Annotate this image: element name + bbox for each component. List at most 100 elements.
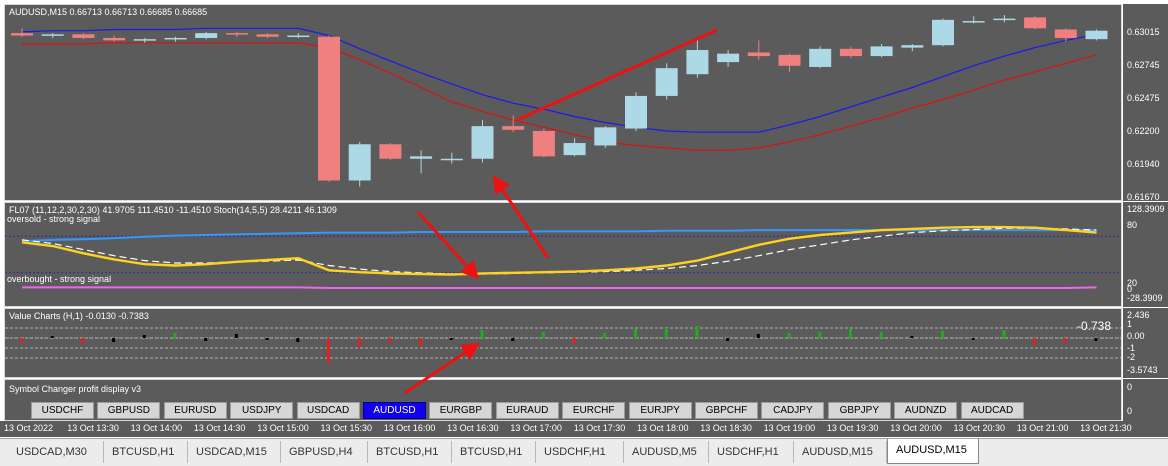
price-chart-canvas[interactable] (5, 5, 1121, 200)
candle (287, 33, 310, 38)
symbol-button-usdchf[interactable]: USDCHF (31, 402, 94, 419)
sc-tick: 0 (1127, 382, 1133, 392)
chart-tab[interactable]: USDCHF,H1 (536, 441, 624, 463)
candle (164, 36, 187, 42)
value-bar (327, 338, 330, 363)
oscillator-pane[interactable]: FL07 (11,12,2,30,2,30) 41.9705 111.4510 … (4, 202, 1122, 307)
time-tick: 13 Oct 15:30 (320, 423, 373, 433)
price-tick: 0.61940 (1127, 159, 1160, 169)
value-bar (541, 332, 545, 338)
symbol-button-usdjpy[interactable]: USDJPY (230, 402, 294, 419)
sc-tick: 0 (1127, 406, 1133, 416)
candle (655, 63, 678, 100)
candle-body (379, 144, 402, 159)
candle-body (133, 39, 156, 41)
value-bar (357, 338, 361, 347)
symbol-button-audcad[interactable]: AUDCAD (960, 402, 1024, 419)
osc-tick: 128.3909 (1127, 204, 1165, 214)
chart-tab[interactable]: AUDUSD,M5 (624, 441, 709, 463)
chart-tab[interactable]: BTCUSD,H1 (452, 441, 536, 463)
candle-body (655, 68, 678, 96)
value-bar (941, 331, 944, 338)
symbol-button-gbpjpy[interactable]: GBPJPY (827, 402, 891, 419)
value-charts-pane[interactable]: Value Charts (H,1) -0.0130 -0.7383 -0.73… (4, 308, 1122, 378)
candle-body (993, 18, 1016, 21)
value-bar (50, 336, 54, 338)
value-bar (388, 338, 392, 343)
candle (410, 150, 433, 174)
candle-body (962, 21, 985, 23)
candle (686, 40, 709, 78)
symbol-button-audnzd[interactable]: AUDNZD (894, 402, 958, 419)
symbol-button-cadjpy[interactable]: CADJPY (761, 402, 825, 419)
main-chart-label: AUDUSD,M15 0.66713 0.66713 0.66685 0.666… (9, 7, 208, 17)
value-bar (419, 338, 423, 346)
value-bar (603, 333, 607, 338)
candle-body (1024, 17, 1047, 29)
value-bar (572, 338, 576, 344)
value-charts-current: -0.738 (1077, 319, 1112, 333)
candle (225, 31, 248, 37)
candle (962, 16, 985, 24)
time-tick: 13 Oct 2022 (4, 423, 54, 433)
candle (41, 33, 64, 38)
candle-body (870, 46, 893, 57)
chart-tab[interactable]: USDCHF,H1 (709, 441, 794, 463)
blue-moving-average (21, 27, 1097, 133)
candle (809, 46, 832, 69)
symbol-button-eurgbp[interactable]: EURGBP (429, 402, 493, 419)
value-bar (112, 338, 116, 342)
candle (1024, 16, 1047, 30)
candle (103, 35, 126, 42)
candle-body (809, 48, 832, 67)
symbol-button-eurjpy[interactable]: EURJPY (628, 402, 692, 419)
chart-tab[interactable]: BTCUSD,H1 (104, 441, 188, 463)
candle-body (256, 34, 279, 37)
price-chart[interactable]: AUDUSD,M15 0.66713 0.66713 0.66685 0.666… (4, 4, 1122, 201)
value-bar (971, 338, 975, 340)
candle (440, 152, 463, 164)
candle-body (72, 34, 95, 38)
symbol-button-eurusd[interactable]: EURUSD (163, 402, 227, 419)
time-tick: 13 Oct 15:00 (257, 423, 309, 433)
value-charts-canvas[interactable] (5, 309, 1121, 377)
candle-body (747, 52, 770, 57)
symbol-button-audusd[interactable]: AUDUSD (363, 402, 426, 419)
osc-tick: 0 (1127, 284, 1133, 294)
chart-tab[interactable]: AUDUSD,M15 (794, 441, 887, 463)
oscillator-canvas[interactable] (5, 203, 1121, 306)
value-bar (879, 332, 883, 338)
symbol-button-gbpchf[interactable]: GBPCHF (695, 402, 758, 419)
value-bar (142, 335, 146, 338)
vc-tick: -1 (1127, 343, 1136, 353)
time-tick: 13 Oct 17:30 (573, 423, 626, 433)
candle-body (625, 95, 647, 129)
price-tick: 0.61670 (1127, 192, 1160, 202)
price-tick: 0.63015 (1127, 27, 1160, 37)
price-tick: 0.62475 (1127, 93, 1160, 103)
chart-tab[interactable]: BTCUSD,H1 (368, 441, 452, 463)
candle (379, 143, 402, 160)
time-tick: 13 Oct 17:00 (510, 423, 562, 433)
candle (747, 40, 770, 60)
candle (502, 115, 525, 133)
chart-tab[interactable]: AUDUSD,M15 (887, 439, 979, 464)
candle-body (318, 36, 340, 181)
value-bar (910, 336, 914, 338)
candle-body (103, 37, 126, 41)
symbol-button-eurchf[interactable]: EURCHF (562, 402, 626, 419)
time-tick: 13 Oct 13:30 (67, 423, 119, 433)
chart-tab[interactable]: USDCAD,M30 (8, 441, 104, 463)
value-bar (296, 338, 300, 342)
value-bar (204, 338, 208, 341)
symbol-button-euraud[interactable]: EURAUD (495, 402, 559, 419)
symbol-button-usdcad[interactable]: USDCAD (296, 402, 360, 419)
symbol-button-gbpusd[interactable]: GBPUSD (97, 402, 161, 419)
chart-tab[interactable]: USDCAD,M15 (188, 441, 281, 463)
candle-body (717, 53, 740, 63)
oscillator-axis: 128.3909 80 20 0 -28.3909 (1123, 202, 1168, 307)
candle (778, 53, 801, 72)
chart-tab[interactable]: GBPUSD,H4 (281, 441, 368, 463)
candle-body (410, 156, 433, 159)
candle-body (287, 35, 310, 38)
